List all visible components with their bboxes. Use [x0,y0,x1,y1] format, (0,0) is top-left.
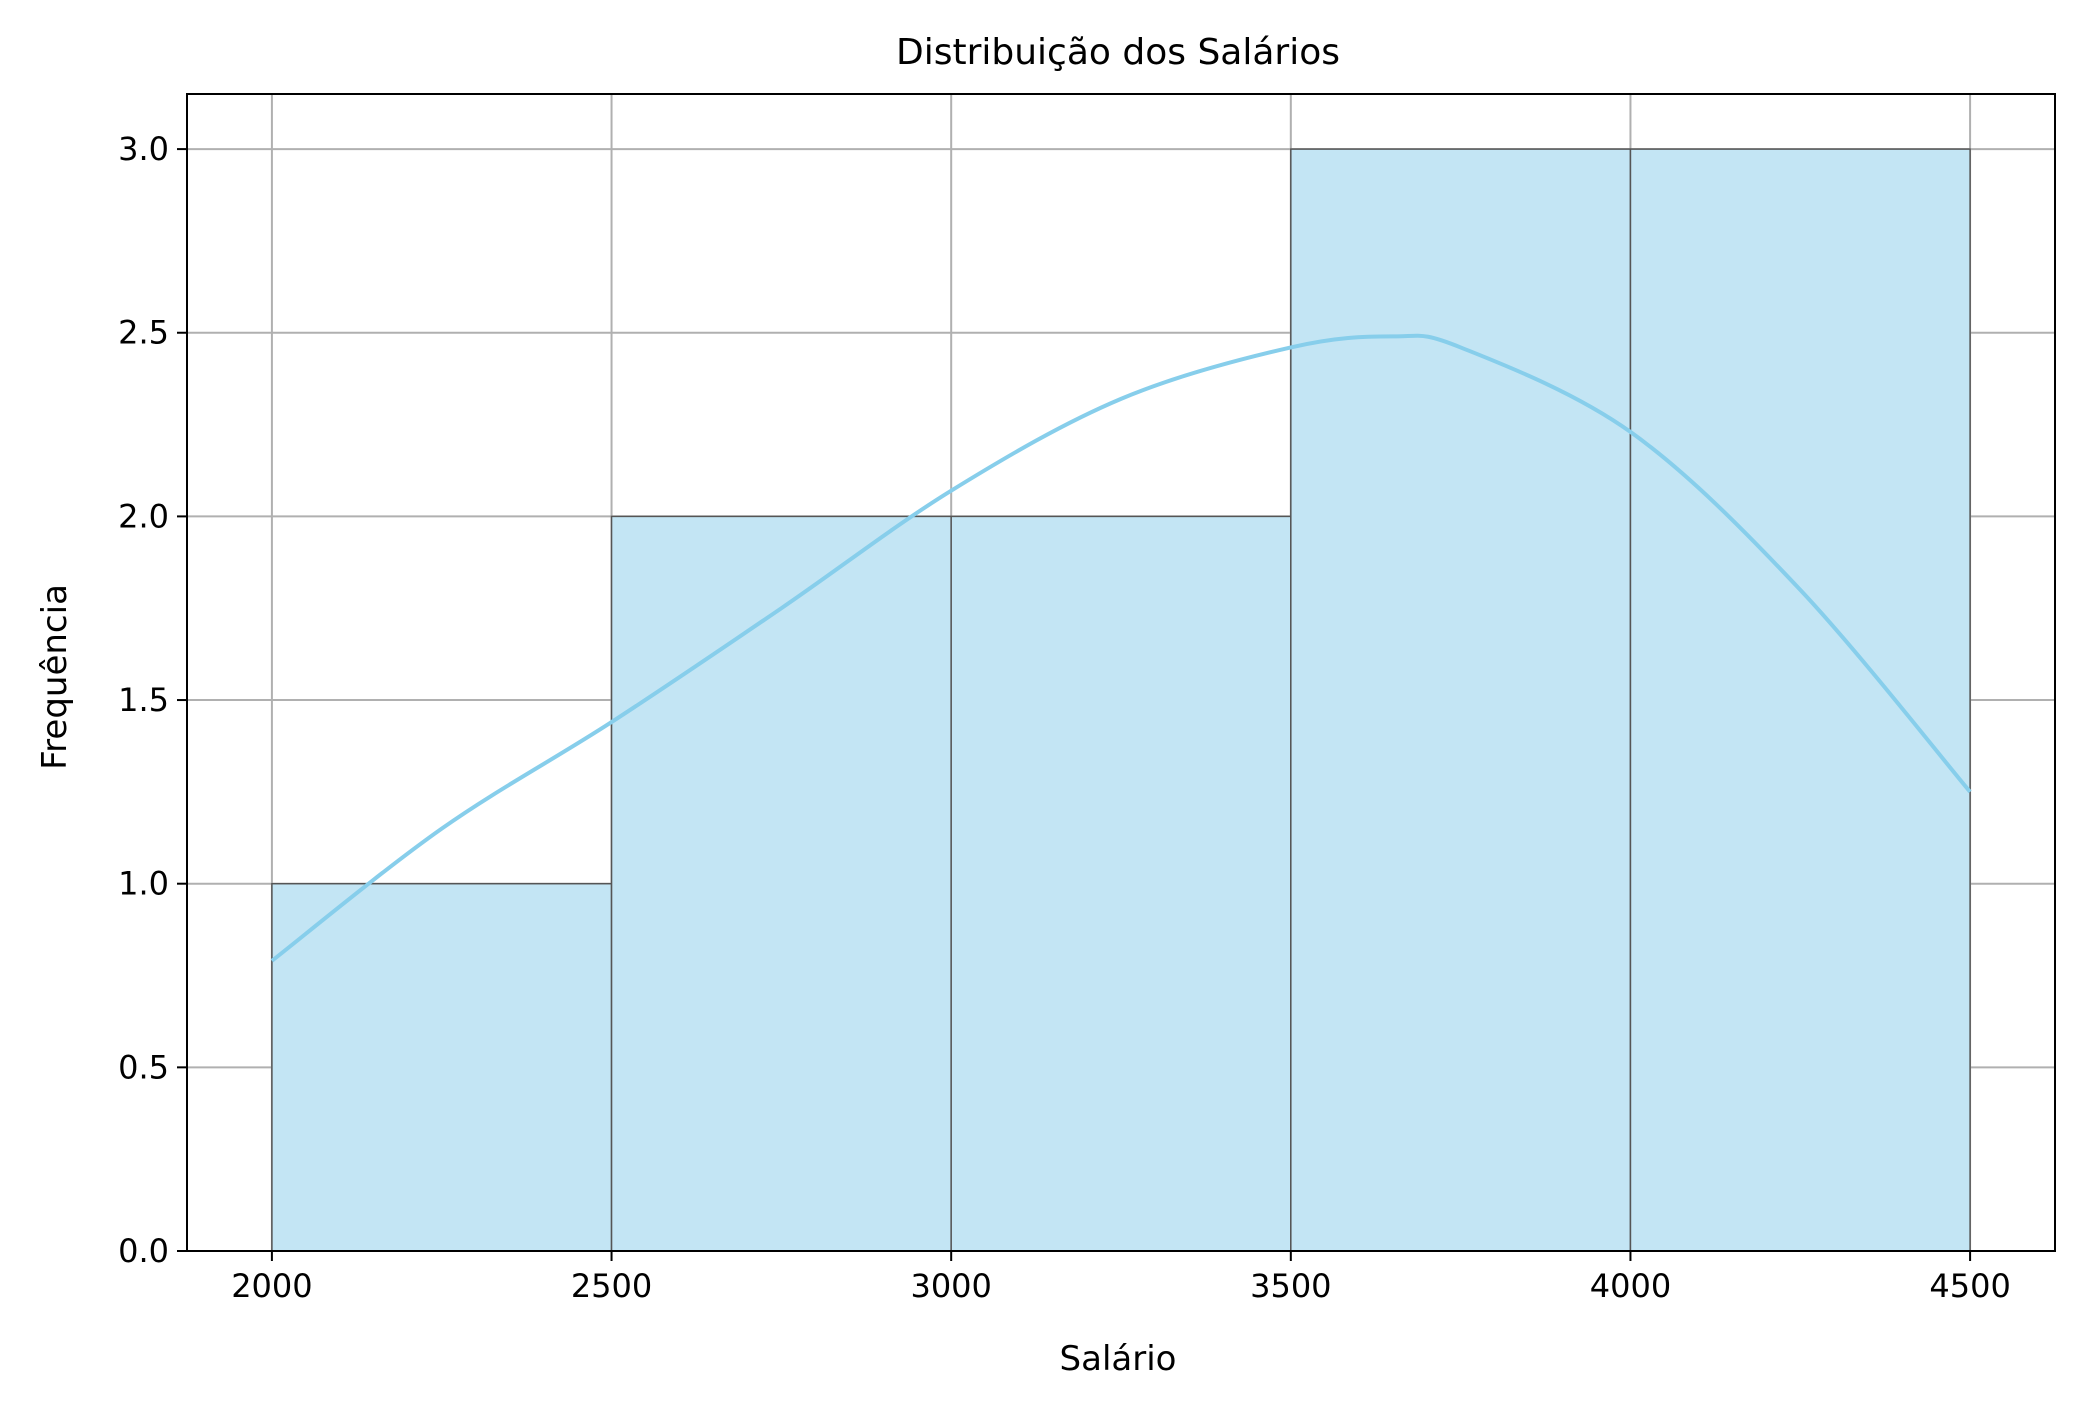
x-tick-label: 3500 [1250,1267,1331,1305]
histogram-bars [271,148,1971,1252]
x-axis-label: Salário [1060,1339,1177,1379]
y-tick-label: 0.5 [118,1048,169,1086]
y-axis-label: Frequência [35,584,75,770]
histogram-bar [1290,148,1632,1252]
chart-title: Distribuição dos Salários [896,32,1340,73]
y-tick-label: 1.5 [118,681,169,719]
histogram-bar [610,515,952,1252]
x-tick-label: 4500 [1929,1267,2010,1305]
histogram-bar [1629,148,1971,1252]
x-tick-label: 3000 [910,1267,991,1305]
histogram-bar [950,515,1292,1252]
histogram-bar [271,882,613,1252]
x-tick-label: 4000 [1590,1267,1671,1305]
kde-curve [270,333,1972,963]
axes-frame [186,93,2056,1252]
x-tick-label: 2000 [231,1267,312,1305]
y-tick-label: 2.0 [118,497,169,535]
y-tick-label: 2.5 [118,314,169,352]
y-tick-label: 1.0 [118,865,169,903]
y-tick-label: 0.0 [118,1232,169,1270]
y-tick-label: 3.0 [118,130,169,168]
x-axis-ticks: 2000 2500 3000 3500 4000 4500 [231,1251,2011,1305]
x-tick-label: 2500 [571,1267,652,1305]
y-axis-ticks: 0.0 0.5 1.0 1.5 2.0 2.5 3.0 [118,130,187,1270]
